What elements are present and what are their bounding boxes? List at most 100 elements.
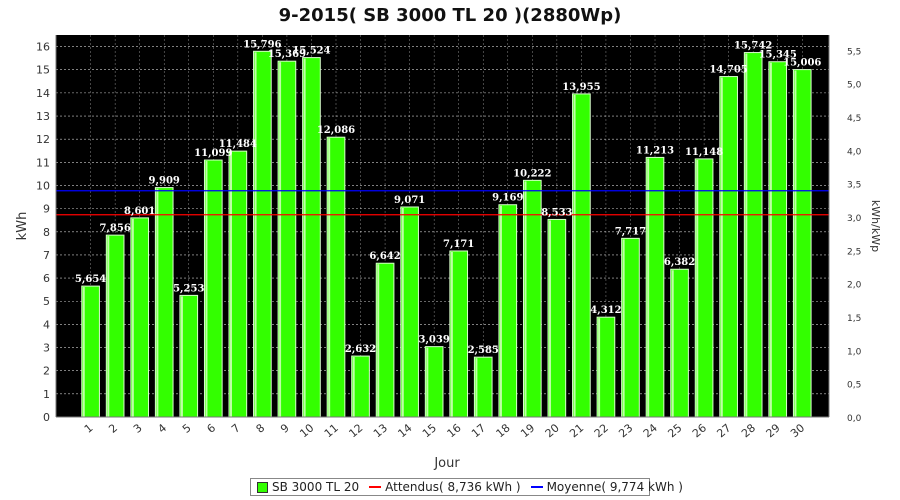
x-tick-label: 19: [518, 421, 537, 440]
data-label: 7,856: [99, 223, 130, 234]
bar-highlight: [475, 358, 478, 417]
reference-lines: [56, 190, 829, 216]
x-tick-label: 26: [690, 421, 709, 440]
y2-tick-label: 5,5: [847, 47, 861, 57]
x-tick-label: 9: [278, 421, 292, 435]
bar-highlight: [107, 236, 110, 417]
data-label: 5,654: [75, 274, 106, 285]
data-label: 3,039: [418, 335, 449, 346]
data-label: 4,312: [590, 305, 621, 316]
x-tick-label: 3: [131, 421, 145, 435]
bar-highlight: [328, 138, 331, 417]
y-tick-label: 6: [43, 272, 50, 285]
bar-highlight: [671, 270, 674, 417]
y2-tick-label: 5,0: [847, 81, 862, 91]
bar-highlight: [622, 239, 625, 417]
x-tick-label: 8: [254, 421, 268, 435]
data-label: 9,169: [492, 193, 523, 204]
y2-tick-label: 2,5: [847, 247, 861, 257]
y2-tick-label: 3,5: [847, 181, 861, 191]
x-tick-label: 17: [469, 421, 488, 440]
bar-highlight: [156, 188, 159, 417]
x-tick-label: 25: [665, 421, 684, 440]
x-tick-label: 5: [180, 421, 194, 435]
y2-tick-label: 0,0: [847, 414, 862, 424]
bar-highlight: [131, 218, 134, 417]
x-tick-label: 18: [494, 421, 513, 440]
y-tick-label: 9: [43, 203, 50, 216]
data-label: 15,524: [292, 46, 330, 57]
x-tick-label: 13: [371, 421, 390, 440]
data-label: 8,533: [541, 207, 572, 218]
data-label: 7,171: [443, 239, 474, 250]
data-label: 11,148: [685, 147, 723, 158]
bar-highlight: [401, 207, 404, 417]
bar-highlight: [794, 70, 797, 417]
data-label: 6,642: [369, 251, 400, 262]
x-axis-label: Jour: [433, 456, 460, 471]
data-label: 9,909: [149, 176, 180, 187]
chart-title: 9-2015( SB 3000 TL 20 )(2880Wp): [279, 5, 622, 26]
x-tick-label: 24: [641, 421, 660, 440]
data-label: 11,484: [219, 139, 257, 150]
y-tick-label: 2: [43, 365, 50, 378]
data-label: 5,253: [173, 283, 204, 294]
data-label: 2,632: [345, 344, 376, 355]
data-label: 15,006: [783, 58, 821, 69]
bar-highlight: [647, 158, 650, 418]
x-tick-label: 20: [543, 421, 562, 440]
y-tick-label: 15: [36, 64, 50, 77]
x-tick-label: 4: [155, 421, 169, 435]
x-tick-label: 6: [205, 421, 219, 435]
data-label: 15,369: [268, 49, 306, 60]
bars: [81, 50, 812, 418]
x-tick-label: 11: [322, 421, 341, 440]
legend: SB 3000 TL 20 Attendus( 8,736 kWh ) Moye…: [250, 478, 683, 496]
bar-highlight: [499, 205, 502, 417]
y2-tick-label: 1,0: [847, 347, 862, 357]
bar-highlight: [696, 159, 699, 417]
y-tick-label: 12: [36, 133, 50, 146]
legend-item-average: Moyenne( 9,774 kWh ): [530, 480, 683, 494]
y2-tick-label: 1,5: [847, 314, 861, 324]
bar-highlight: [549, 220, 552, 417]
x-tick-label: 10: [297, 421, 316, 440]
legend-label-production: SB 3000 TL 20: [272, 480, 360, 494]
x-tick-label: 28: [739, 421, 758, 440]
y-tick-label: 10: [36, 179, 50, 192]
data-label: 15,796: [243, 39, 281, 50]
legend-item-production: SB 3000 TL 20: [257, 480, 359, 494]
bar-highlight: [82, 287, 85, 417]
data-label: 12,086: [317, 125, 355, 136]
y2-tick-label: 3,0: [847, 214, 862, 224]
x-tick-label: 29: [764, 421, 783, 440]
bar-highlight: [426, 347, 429, 417]
data-label: 15,345: [759, 50, 797, 61]
y2-tick-label: 2,0: [847, 281, 862, 291]
legend-label-average: Moyenne( 9,774 kWh ): [546, 480, 683, 494]
x-tick-label: 16: [445, 421, 464, 440]
x-tick-label: 2: [106, 421, 120, 435]
y-tick-label: 0: [43, 411, 50, 424]
legend-item-expected: Attendus( 8,736 kWh ): [369, 480, 521, 494]
x-tick-label: 14: [395, 421, 414, 440]
legend-swatch-bar: [257, 481, 268, 493]
y-tick-label: 8: [43, 226, 50, 239]
bar-highlight: [377, 264, 380, 417]
bar-highlight: [720, 77, 723, 417]
y-tick-label: 13: [36, 110, 50, 123]
y2-axis-label: kWh/kWp: [869, 200, 882, 252]
data-label: 7,717: [615, 226, 646, 237]
x-tick-label: 23: [616, 421, 635, 440]
data-label: 11,099: [194, 148, 232, 159]
y2-tick-label: 4,5: [847, 114, 861, 124]
bar-highlight: [230, 152, 233, 418]
legend-swatch-average: [530, 486, 543, 488]
bar-highlight: [352, 357, 355, 417]
y-tick-label: 3: [43, 342, 50, 355]
y-tick-label: 11: [36, 156, 50, 169]
y2-tick-label: 0,5: [847, 381, 861, 391]
bar-highlight: [745, 53, 748, 417]
y2-tick-label: 4,0: [847, 147, 862, 157]
